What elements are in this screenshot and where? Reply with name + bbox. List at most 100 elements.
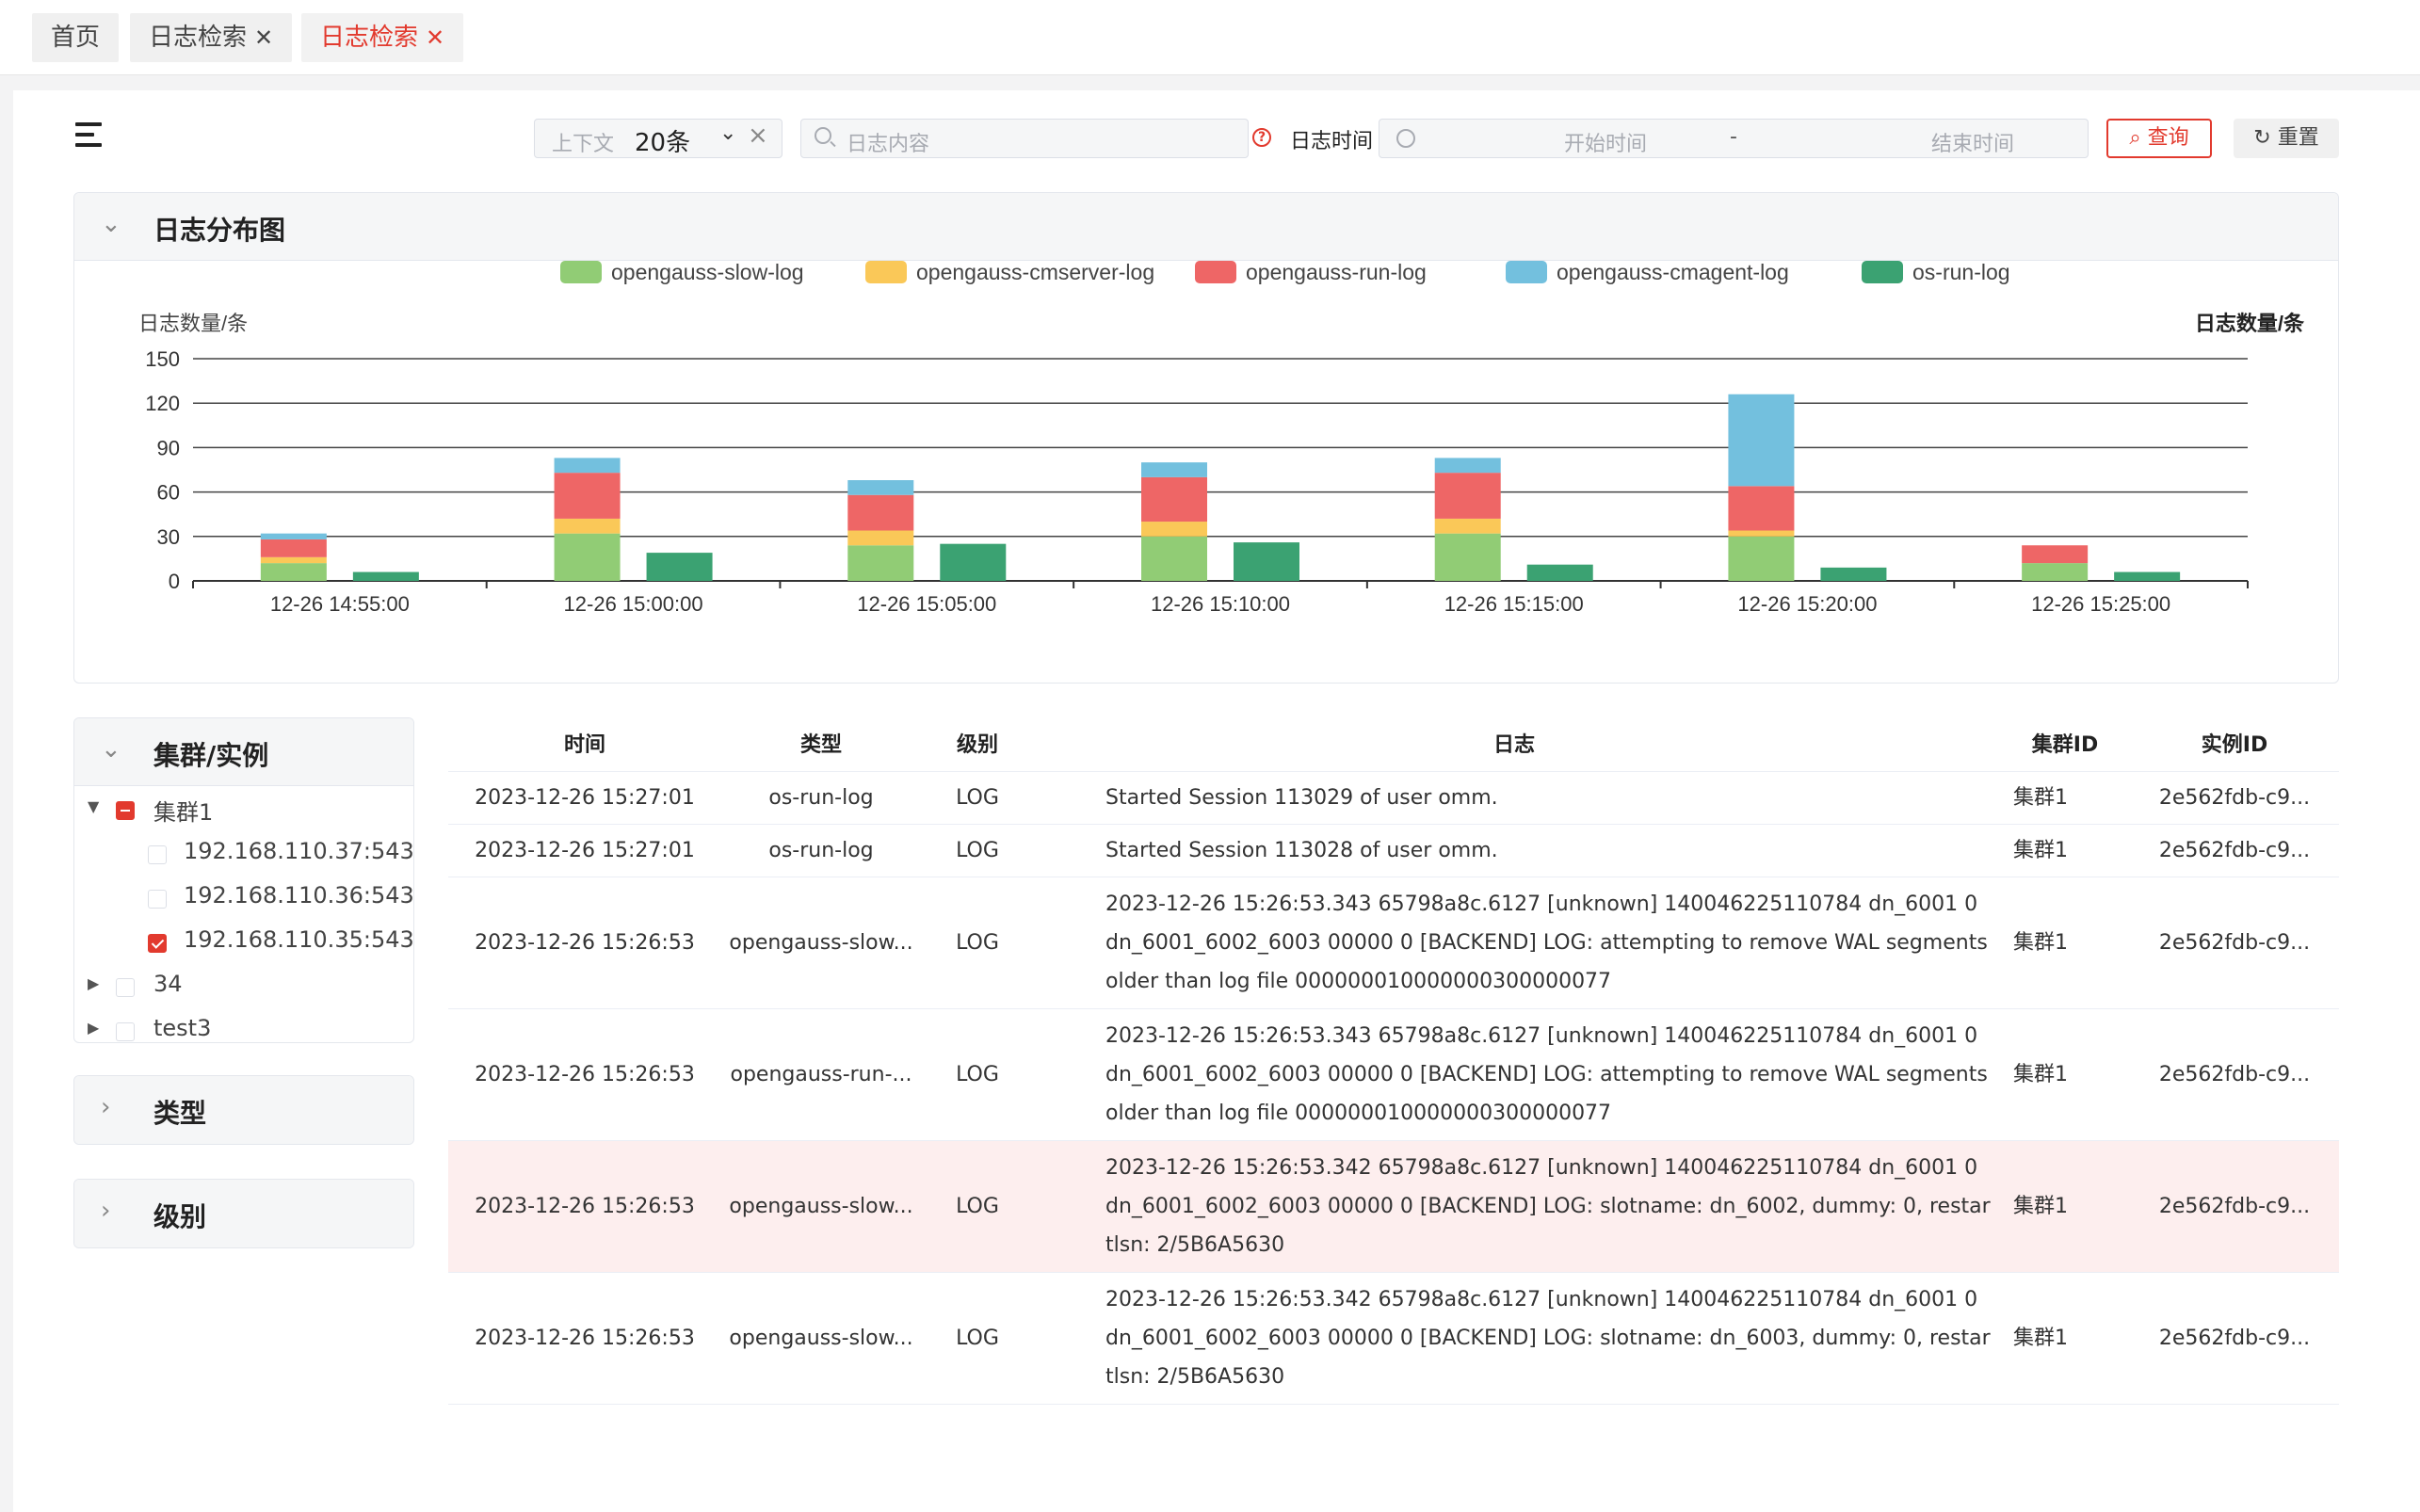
chevron-down-icon[interactable]: ⌄ [101, 735, 121, 764]
menu-fold-icon[interactable] [75, 122, 104, 149]
tree-node-cluster[interactable]: ▼ 集群1 [74, 788, 413, 832]
column-header-instance-id[interactable]: 实例ID [2201, 733, 2268, 757]
tab-log-search-2[interactable]: 日志检索 ✕ [301, 13, 464, 62]
bar-segment [554, 458, 621, 474]
bar-segment [847, 545, 914, 581]
bar-segment [260, 539, 327, 557]
table-row[interactable]: 2023-12-26 15:26:53 opengauss-slow... LOG 2… [448, 1273, 2339, 1405]
cell-instance-id: 2e562fdb-c9... [2158, 1327, 2311, 1350]
chart-panel-title: 日志分布图 [153, 215, 286, 246]
tree-node-instance[interactable]: 192.168.110.37:5432 [74, 832, 413, 877]
cell-time: 2023-12-26 15:26:53 [475, 1327, 695, 1350]
close-icon[interactable]: ✕ [254, 24, 274, 51]
tree-checkbox[interactable] [148, 845, 167, 864]
tab-label: 首页 [51, 24, 101, 52]
bar-segment [2022, 563, 2089, 581]
tree-checkbox[interactable] [148, 890, 167, 909]
tree-checkbox[interactable] [116, 801, 135, 820]
level-filter-title: 级别 [153, 1201, 207, 1232]
clear-icon[interactable]: × [748, 121, 768, 150]
tree-node-instance[interactable]: 192.168.110.35:5432 [74, 921, 413, 965]
close-icon[interactable]: ✕ [426, 24, 445, 51]
context-value: 20条 [635, 129, 691, 157]
tree-node-instance[interactable]: 192.168.110.36:5432 [74, 877, 413, 921]
bar-segment [1434, 533, 1501, 581]
cell-log: Started Session 113028 of user omm. [1105, 839, 1498, 862]
tab-bar: 首页 日志检索 ✕ 日志检索 ✕ [0, 0, 2420, 75]
cell-level: LOG [956, 1327, 999, 1350]
table-row[interactable]: 2023-12-26 15:26:53 opengauss-slow... LOG 2… [448, 877, 2339, 1009]
cell-cluster-id: 集群1 [2013, 1327, 2068, 1350]
tab-log-search-1[interactable]: 日志检索 ✕ [130, 13, 293, 62]
legend-swatch [1506, 261, 1547, 283]
log-distribution-chart: opengauss-slow-log opengauss-cmserver-log… [138, 261, 2305, 616]
table-row[interactable]: 2023-12-26 15:26:53 opengauss-slow... LOG 2… [448, 1141, 2339, 1273]
type-filter-header[interactable]: › 类型 [74, 1076, 413, 1144]
caret-right-icon[interactable]: ▶ [88, 1019, 100, 1037]
y-tick-label: 150 [145, 347, 180, 371]
type-filter-card: › 类型 [73, 1075, 414, 1145]
chevron-right-icon[interactable]: › [101, 1093, 111, 1121]
chevron-down-icon[interactable]: ⌄ [719, 121, 737, 145]
time-range-picker[interactable]: 开始时间 - 结束时间 [1379, 119, 2089, 158]
tree-node-label: test3 [153, 1015, 212, 1041]
x-tick-label: 12-26 14:55:00 [270, 592, 410, 616]
cell-type: opengauss-run-... [730, 1063, 912, 1086]
log-content-search-input[interactable]: 日志内容 [800, 119, 1249, 158]
column-header-level[interactable]: 级别 [956, 733, 998, 757]
bar-segment [646, 553, 713, 581]
table-row[interactable]: 2023-12-26 15:27:01 os-run-log LOG Started … [448, 772, 2339, 825]
cell-time: 2023-12-26 15:27:01 [475, 839, 695, 862]
column-header-cluster-id[interactable]: 集群ID [2031, 733, 2099, 757]
tree-checkbox[interactable] [116, 1022, 135, 1041]
clock-icon [1396, 129, 1415, 148]
cluster-instance-header[interactable]: ⌄ 集群/实例 [74, 718, 413, 786]
tree-node-cluster[interactable]: ▶ 34 [74, 965, 413, 1009]
tree-checkbox[interactable] [116, 978, 135, 997]
query-button[interactable]: ⌕ 查询 [2106, 119, 2212, 158]
cell-type: opengauss-slow... [729, 1327, 913, 1350]
column-header-log[interactable]: 日志 [1492, 733, 1535, 757]
bar-segment [260, 533, 327, 539]
tree-node-cluster[interactable]: ▶ test3 [74, 1009, 413, 1042]
legend-swatch [1195, 261, 1236, 283]
bar-segment [2022, 545, 2089, 564]
bar-segment [1820, 567, 1887, 581]
chevron-right-icon[interactable]: › [101, 1197, 111, 1225]
legend-label: opengauss-cmagent-log [1557, 261, 1789, 284]
tab-home[interactable]: 首页 [32, 13, 120, 62]
cell-instance-id: 2e562fdb-c9... [2158, 786, 2311, 810]
caret-right-icon[interactable]: ▶ [88, 974, 100, 992]
bar-segment [1728, 536, 1795, 581]
cell-time: 2023-12-26 15:26:53 [475, 1063, 695, 1086]
level-filter-card: › 级别 [73, 1179, 414, 1248]
bar-segment [1728, 394, 1795, 487]
bar-segment [1434, 473, 1501, 519]
bar-segment [554, 473, 621, 519]
chevron-down-icon[interactable]: ⌄ [101, 210, 121, 238]
start-time-input[interactable]: 开始时间 [1563, 133, 1647, 156]
caret-down-icon[interactable]: ▼ [88, 797, 100, 815]
cell-time: 2023-12-26 15:27:01 [475, 786, 695, 810]
column-header-type[interactable]: 类型 [799, 733, 842, 757]
bar-segment [847, 494, 914, 531]
tab-label: 日志检索 [320, 24, 419, 52]
column-header-time[interactable]: 时间 [563, 733, 605, 757]
log-time-label: 日志时间 [1290, 130, 1374, 153]
x-tick-label: 12-26 15:25:00 [2031, 592, 2170, 616]
cell-level: LOG [956, 931, 999, 955]
range-separator: - [1730, 125, 1737, 149]
help-icon[interactable]: ? [1252, 128, 1271, 147]
context-count-select[interactable]: 上下文 20条 ⌄ × [534, 119, 782, 158]
cell-instance-id: 2e562fdb-c9... [2158, 839, 2311, 862]
level-filter-header[interactable]: › 级别 [74, 1180, 413, 1247]
table-row[interactable]: 2023-12-26 15:26:53 opengauss-run-... LOG 2… [448, 1009, 2339, 1141]
tree-node-label: 34 [153, 971, 183, 997]
x-tick-label: 12-26 15:00:00 [564, 592, 703, 616]
reset-button[interactable]: ↻ 重置 [2234, 119, 2339, 158]
legend-label: opengauss-run-log [1246, 261, 1427, 284]
table-row[interactable]: 2023-12-26 15:27:01 os-run-log LOG Started … [448, 825, 2339, 877]
tree-checkbox[interactable] [148, 934, 167, 953]
end-time-input[interactable]: 结束时间 [1930, 133, 2014, 156]
chart-panel-header[interactable]: ⌄ 日志分布图 [74, 193, 2338, 261]
